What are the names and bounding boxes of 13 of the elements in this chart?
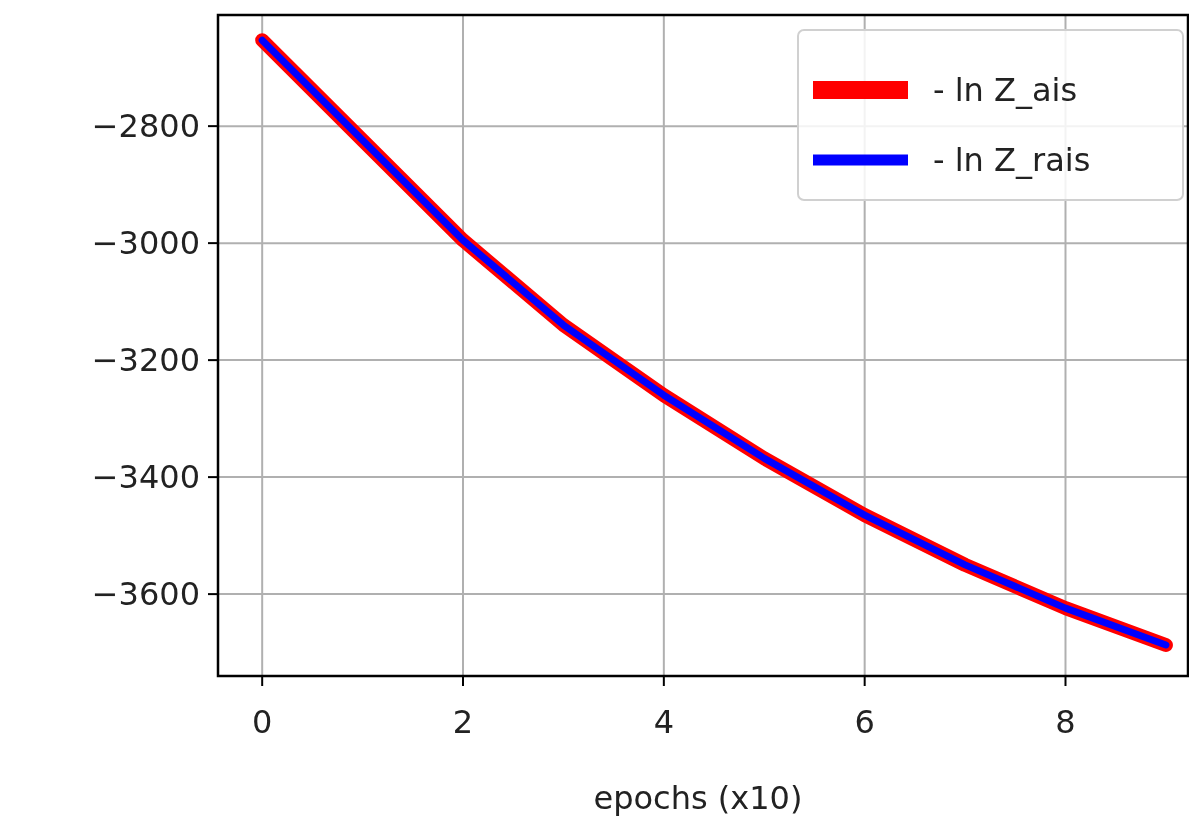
legend-label: - ln Z_ais xyxy=(933,71,1078,110)
y-tick-label: −2800 xyxy=(91,107,200,146)
legend-label: - ln Z_rais xyxy=(933,141,1091,180)
x-tick-label: 4 xyxy=(653,703,675,741)
y-tick-label: −3600 xyxy=(91,575,200,614)
x-tick-label: 2 xyxy=(452,703,474,741)
y-tick-label: −3200 xyxy=(91,341,200,380)
y-tick-label: −3400 xyxy=(91,458,200,497)
x-tick-label: 8 xyxy=(1055,703,1076,741)
x-tick-label: 6 xyxy=(854,703,875,741)
x-axis-title: epochs (x10) xyxy=(593,779,803,817)
y-tick-label: −3000 xyxy=(91,224,200,263)
x-tick-label: 0 xyxy=(252,703,273,741)
